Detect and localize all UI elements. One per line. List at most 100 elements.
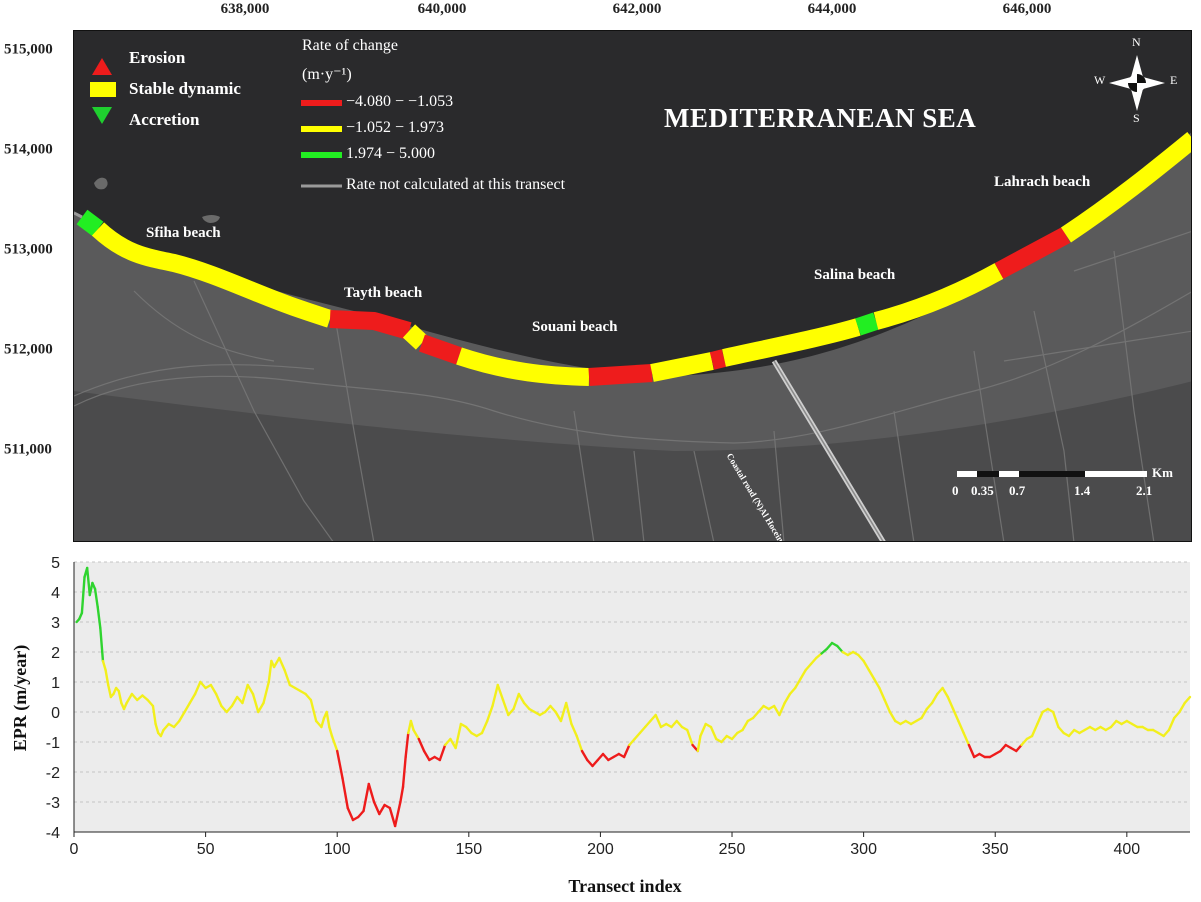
epr-line-segment — [104, 668, 110, 687]
scale-tick-035: 0.35 — [971, 483, 994, 498]
coord-left-513000: 513,000 — [4, 241, 53, 258]
coord-top-640000: 640,000 — [417, 1, 467, 17]
land-shade — [74, 381, 1191, 541]
epr-line-segment — [559, 701, 568, 723]
epr-line-segment — [404, 731, 410, 759]
epr-line-segment — [438, 743, 447, 762]
epr-line-segment — [162, 722, 170, 732]
shoreline-segment-stable — [456, 347, 590, 386]
epr-line-segment — [1178, 701, 1186, 714]
epr-line-segment — [330, 734, 339, 753]
epr-line-segment — [601, 752, 610, 762]
epr-line-segment — [788, 686, 797, 696]
epr-line-segment — [378, 803, 386, 816]
epr-line-segment — [580, 749, 589, 762]
epr-line-segment — [888, 710, 897, 723]
y-tick-label: -3 — [46, 795, 60, 812]
y-tick-label: 4 — [51, 585, 60, 602]
epr-line-segment — [357, 809, 365, 819]
shoreline-segment-stable — [1061, 132, 1191, 243]
compass-n: N — [1132, 35, 1141, 49]
scale-unit: Km — [1152, 465, 1173, 480]
epr-line-segment — [251, 692, 260, 714]
shoreline-segment-stable — [722, 318, 861, 367]
epr-line-segment — [751, 710, 760, 720]
epr-line-segment — [1167, 716, 1176, 732]
x-axis-title: Transect index — [568, 876, 681, 896]
epr-line-segment — [957, 719, 965, 735]
epr-line-segment — [96, 605, 102, 630]
epr-line-segment — [825, 641, 834, 651]
epr-line-segment — [872, 677, 881, 690]
epr-line-segment — [622, 743, 631, 759]
compass-s: S — [1133, 111, 1140, 125]
beach-label-salina: Salina beach — [814, 267, 896, 283]
epr-line-segment — [146, 698, 155, 708]
epr-line-segment — [486, 704, 494, 723]
y-tick-label: 1 — [51, 675, 60, 692]
epr-line-segment — [757, 704, 765, 714]
epr-line-segment — [804, 662, 813, 672]
epr-line-segment — [151, 704, 157, 726]
shoreline-segment-accretion — [855, 312, 879, 336]
x-tick-labels: 0 50 100 150 200 250 300 350 400 — [70, 832, 1140, 858]
epr-line-segment — [696, 734, 702, 753]
epr-line-segment — [85, 566, 91, 597]
epr-line-segment — [936, 686, 944, 696]
shoreline-segment-erosion — [419, 334, 462, 365]
legend-stable-label: Stable dynamic — [129, 79, 241, 98]
epr-line-segment — [88, 581, 94, 597]
epr-line-segment — [643, 719, 652, 729]
epr-line-segment — [328, 725, 334, 738]
compass-w: W — [1094, 73, 1106, 87]
compass-e: E — [1170, 73, 1178, 87]
y-tick-label: 2 — [51, 645, 60, 662]
shoreline-not-calculated — [74, 211, 83, 219]
epr-line-segment — [699, 722, 707, 738]
x-tick-label: 150 — [455, 841, 482, 858]
shoreline-segment-erosion — [709, 349, 727, 370]
shoreline-segment-stable — [402, 324, 429, 350]
epr-line-segment — [372, 800, 381, 816]
y-tick-label: 5 — [51, 555, 60, 572]
epr-line-segment — [388, 806, 397, 828]
epr-line-segment — [246, 683, 255, 696]
epr-line-segment — [883, 698, 892, 714]
y-tick-label: -4 — [46, 825, 60, 842]
coord-top-644000: 644,000 — [807, 1, 857, 17]
epr-line-segment — [1057, 725, 1065, 735]
x-tick-label: 200 — [587, 841, 614, 858]
epr-line-segment — [628, 737, 636, 747]
scale-tick-07: 0.7 — [1009, 483, 1026, 498]
epr-line-segment — [862, 659, 871, 672]
beach-label-tayth: Tayth beach — [344, 285, 423, 301]
epr-line-segment — [193, 680, 202, 696]
epr-line-segment — [564, 701, 573, 726]
epr-line-segment — [101, 659, 107, 672]
epr-line-segment — [591, 758, 599, 768]
beach-label-lahrach: Lahrach beach — [994, 174, 1091, 190]
y-axis-title: EPR (m/year) — [10, 645, 31, 751]
epr-line-segment — [1109, 719, 1118, 729]
epr-line-segment — [401, 755, 407, 789]
epr-line-segment — [225, 704, 234, 714]
epr-line-segment — [517, 692, 526, 705]
epr-line-segment — [783, 692, 792, 705]
epr-line-segment — [575, 734, 584, 753]
coord-left-512000: 512,000 — [4, 341, 53, 358]
epr-line-segment — [654, 713, 663, 729]
coord-left-511000: 511,000 — [4, 441, 52, 458]
epr-line-segment — [941, 686, 950, 699]
epr-line-segment — [262, 680, 270, 705]
legend-stable-rectangle-icon — [90, 82, 116, 97]
epr-line-segment — [930, 692, 939, 705]
epr-line-segment — [793, 677, 802, 690]
epr-line-segment — [730, 731, 739, 741]
epr-line-segment — [362, 782, 370, 813]
epr-line-segment — [809, 656, 818, 666]
epr-line-segment — [214, 692, 223, 708]
epr-line-segment — [686, 728, 694, 747]
epr-line-segment — [125, 692, 134, 705]
epr-line-segment — [154, 722, 160, 735]
epr-line-segment — [867, 668, 876, 681]
